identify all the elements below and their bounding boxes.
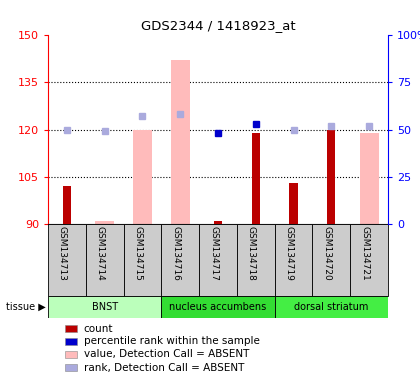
Text: BNST: BNST (92, 302, 118, 312)
Text: GSM134720: GSM134720 (322, 226, 331, 281)
Title: GDS2344 / 1418923_at: GDS2344 / 1418923_at (141, 20, 295, 32)
Bar (327, 129, 336, 224)
Bar (171, 60, 190, 224)
Bar (275, 296, 388, 318)
Bar (252, 132, 260, 224)
Bar (133, 129, 152, 224)
Bar (95, 221, 114, 224)
Bar (65, 338, 77, 344)
Bar (65, 325, 77, 332)
Text: GSM134717: GSM134717 (209, 226, 218, 281)
Text: rank, Detection Call = ABSENT: rank, Detection Call = ABSENT (84, 362, 244, 372)
Bar (199, 224, 237, 296)
Text: count: count (84, 323, 113, 333)
Text: value, Detection Call = ABSENT: value, Detection Call = ABSENT (84, 349, 249, 359)
Text: GSM134718: GSM134718 (247, 226, 256, 281)
Bar (48, 224, 86, 296)
Text: dorsal striatum: dorsal striatum (294, 302, 368, 312)
Bar (65, 364, 77, 371)
Text: GSM134714: GSM134714 (96, 226, 105, 281)
Bar (237, 224, 275, 296)
Text: GSM134716: GSM134716 (171, 226, 180, 281)
Bar (360, 132, 378, 224)
Text: tissue ▶: tissue ▶ (6, 302, 46, 312)
Bar (161, 296, 275, 318)
Text: GSM134719: GSM134719 (285, 226, 294, 281)
Text: percentile rank within the sample: percentile rank within the sample (84, 336, 260, 346)
Text: GSM134721: GSM134721 (360, 226, 369, 281)
Bar (275, 224, 312, 296)
Bar (48, 296, 161, 318)
Bar (312, 224, 350, 296)
Bar (63, 186, 71, 224)
Text: GSM134713: GSM134713 (58, 226, 67, 281)
Text: GSM134715: GSM134715 (134, 226, 142, 281)
Bar (289, 183, 298, 224)
Bar (350, 224, 388, 296)
Bar (86, 224, 123, 296)
Text: nucleus accumbens: nucleus accumbens (169, 302, 267, 312)
Bar (214, 221, 222, 224)
Bar (123, 224, 161, 296)
Bar (161, 224, 199, 296)
Bar (65, 351, 77, 358)
